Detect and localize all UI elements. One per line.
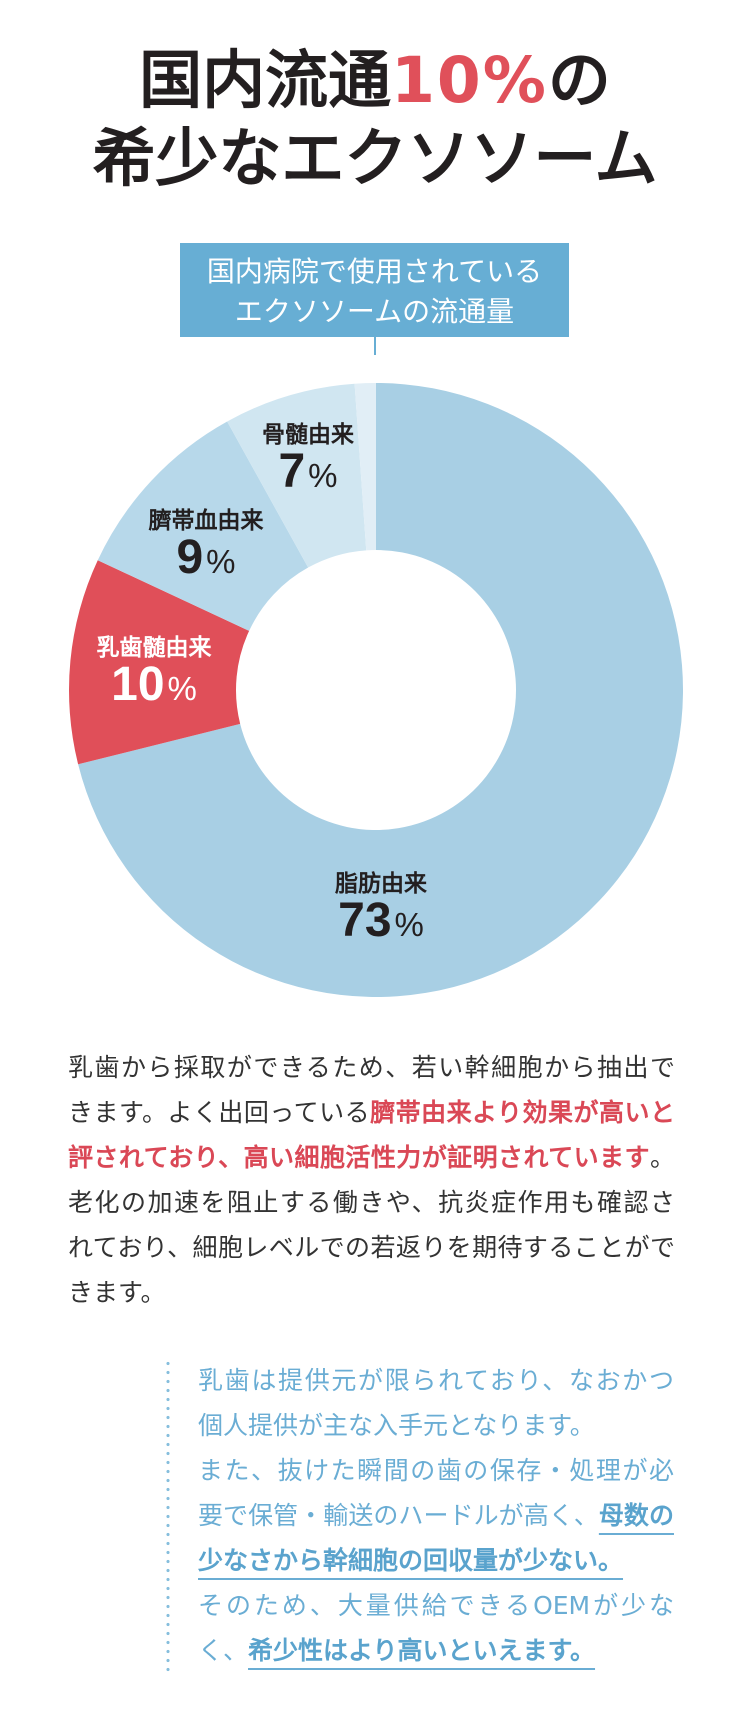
chart-title-connector-line (374, 336, 376, 355)
body-paragraph: 乳歯から採取ができるため、若い幹細胞から抽出で きます。よく出回っている臍帯由来… (68, 1045, 675, 1315)
body-line: 老化の加速を阻止する働きや、抗炎症作用も確認さ (68, 1180, 675, 1225)
note-line: 少なさから幹細胞の回収量が少ない。 (198, 1538, 674, 1583)
note-text: そのため、大量供給できるOEMが少な (198, 1591, 674, 1620)
slice-label-adipose: 脂肪由来 73% (335, 871, 427, 956)
slice-name: 乳歯髄由来 (96, 635, 212, 661)
slice-name: 臍帯血由来 (148, 508, 264, 534)
note-emphasis-underlined: 希少性はより高いといえます。 (248, 1636, 596, 1665)
donut-svg (68, 383, 684, 997)
body-line: きます。よく出回っている臍帯由来より効果が高いと (68, 1090, 675, 1135)
chart-title-line-2: エクソソームの流通量 (234, 295, 515, 328)
body-line: 評されており、高い細胞活性力が証明されています。 (68, 1135, 675, 1180)
percent-sign: % (206, 543, 236, 580)
note-line: 乳歯は提供元が限られており、なおかつ (198, 1358, 674, 1403)
slice-name: 骨髄由来 (262, 422, 354, 448)
percent-sign: % (308, 457, 338, 494)
donut-chart: 骨髄由来 7% 臍帯血由来 9% 乳歯髄由来 10% 脂肪由来 73% (0, 370, 750, 1010)
slice-name: 脂肪由来 (335, 871, 427, 897)
note-text: また、抜けた瞬間の歯の保存・処理が必 (198, 1456, 674, 1485)
note-block: 乳歯は提供元が限られており、なおかつ 個人提供が主な入手元となります。 また、抜… (198, 1358, 674, 1673)
body-text: 。 (649, 1143, 675, 1172)
donut-slice-2 (97, 421, 309, 631)
slice-percentage: 7% (262, 448, 354, 507)
body-emphasis-red: 評されており、高い細胞活性力が証明されています (68, 1143, 650, 1172)
slice-percentage: 10% (97, 661, 212, 720)
chart-title-box: 国内病院で使用されている エクソソームの流通量 (180, 243, 569, 337)
note-text: 要で保管・輸送のハードルが高く、 (198, 1501, 599, 1530)
slice-percentage: 73% (335, 897, 427, 956)
slice-value: 7 (278, 445, 306, 498)
title-line-2: 希少なエクソソーム (92, 122, 658, 195)
body-text: 乳歯から採取ができるため、若い幹細胞から抽出で (68, 1053, 675, 1082)
title-highlight-percentage: 10% (391, 44, 548, 117)
chart-title-line-1: 国内病院で使用されている (206, 255, 543, 288)
body-line: れており、細胞レベルでの若返りを期待することがで (68, 1225, 675, 1270)
body-emphasis-red: 臍帯由来より効果が高いと (370, 1098, 675, 1127)
body-text: きます。 (68, 1278, 166, 1307)
note-line: そのため、大量供給できるOEMが少な (198, 1583, 674, 1628)
note-dotted-rule (166, 1359, 170, 1672)
title-line-1: 国内流通10%の (0, 42, 750, 120)
percent-sign: % (394, 906, 424, 943)
slice-value: 73 (338, 894, 392, 947)
note-line: く、希少性はより高いといえます。 (198, 1628, 674, 1673)
slice-label-baby-tooth-pulp: 乳歯髄由来 10% (97, 635, 212, 720)
slice-label-bone-marrow: 骨髄由来 7% (262, 422, 354, 507)
body-text: れており、細胞レベルでの若返りを期待することがで (68, 1233, 675, 1262)
donut-slice-3 (227, 383, 367, 568)
body-text: 老化の加速を阻止する働きや、抗炎症作用も確認さ (68, 1188, 675, 1217)
slice-value: 9 (176, 531, 204, 584)
body-line: きます。 (68, 1270, 675, 1315)
donut-slice-unlabeled (354, 383, 376, 551)
title-prefix: 国内流通 (139, 44, 392, 117)
note-line: 要で保管・輸送のハードルが高く、母数の (198, 1493, 674, 1538)
note-emphasis-underlined: 少なさから幹細胞の回収量が少ない。 (198, 1546, 624, 1575)
title-suffix: の (547, 44, 611, 117)
slice-value: 10 (111, 658, 165, 711)
donut-slice-1 (68, 560, 250, 765)
note-line: 個人提供が主な入手元となります。 (198, 1403, 674, 1448)
note-text: く、 (198, 1636, 249, 1665)
body-line: 乳歯から採取ができるため、若い幹細胞から抽出で (68, 1045, 675, 1090)
slice-label-umbilical-cord-blood: 臍帯血由来 9% (149, 508, 264, 593)
note-line: また、抜けた瞬間の歯の保存・処理が必 (198, 1448, 674, 1493)
page-title: 国内流通10%の 希少なエクソソーム (0, 42, 750, 198)
note-emphasis-underlined: 母数の (598, 1501, 674, 1530)
percent-sign: % (167, 670, 197, 707)
note-text: 個人提供が主な入手元となります。 (198, 1411, 595, 1440)
body-text: きます。よく出回っている (68, 1098, 371, 1127)
donut-slice-0 (78, 383, 684, 997)
slice-percentage: 9% (149, 534, 264, 593)
note-text: 乳歯は提供元が限られており、なおかつ (198, 1366, 674, 1395)
